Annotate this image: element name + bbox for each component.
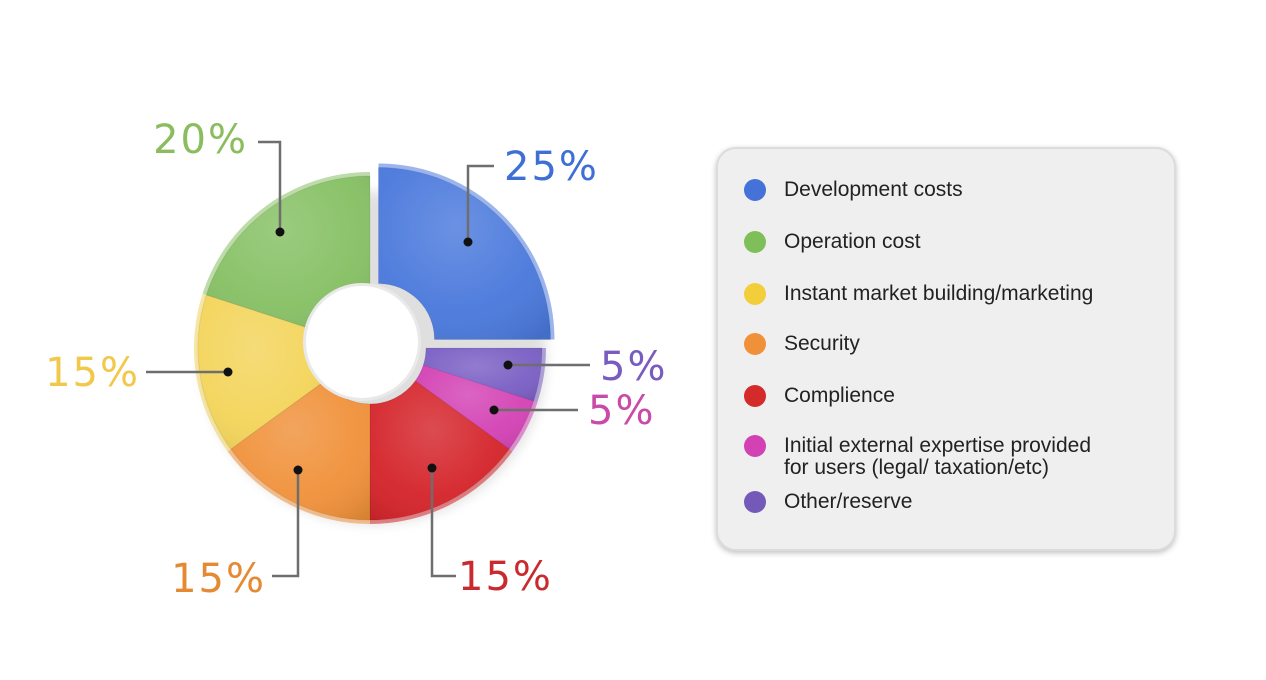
legend-label: Development costs [784,178,963,201]
legend-dot [744,385,766,407]
legend-item: Development costs [744,179,1154,201]
leader-dot [223,367,233,377]
slice-value-label: 15% [458,554,553,600]
leader-dot [503,360,513,370]
donut-slice-group [202,172,371,332]
donut-slice-group [422,347,546,403]
donut-slice-group [369,380,513,524]
legend-dot [744,179,766,201]
legend-label: Complience [784,384,895,407]
legend-label: Other/reserve [784,490,913,513]
donut-hole [306,286,418,398]
donut-slice-group [194,293,326,452]
legend-dot [744,435,766,457]
donut-slice-shine [423,348,542,402]
leader-dot [293,465,303,475]
leader-line [430,468,456,578]
donut-slice-shine [197,294,325,450]
legend-item: Security [744,333,1154,355]
slice-value-label: 5% [588,388,655,434]
legend-item: Complience [744,385,1154,407]
slice-value-label: 5% [600,344,667,390]
legend-label: Security [784,332,860,355]
donut-chart: 25% 5% 5% 15% 15% 15% 20% [45,117,667,602]
donut-chart-svg: 25% 5%5% 15% 15% 15% 20% [45,117,667,602]
slice-value-label: 25% [504,144,599,190]
legend-label: Instant market building/marketing [784,282,1094,305]
legend-item: Other/reserve [744,491,1154,513]
donut-slice-group [227,380,371,524]
donut-slice-group [377,163,555,341]
leader-dot [275,227,285,237]
legend-label: Initial external expertise provided for … [784,434,1092,479]
donut-slice-shine [206,176,370,331]
donut-slice-shine [415,365,534,450]
leader-line [258,140,282,232]
legend-label: Operation cost [784,230,921,253]
donut-slice-shine [230,380,370,521]
legend-item: Operation cost [744,231,1154,253]
donut-slice-shine [370,380,510,520]
slice-value-label: 20% [153,117,248,163]
slice-value-label: 15% [45,350,140,396]
legend-dot [744,283,766,305]
leader-dot [427,463,437,473]
leader-line [466,164,494,242]
donut-slice-shine [378,167,551,340]
donut-slice-group [414,364,538,452]
legend-dot [744,231,766,253]
legend-item: Instant market building/marketing [744,283,1154,305]
legend-dot [744,333,766,355]
legend-dot [744,491,766,513]
leader-dot [463,237,473,247]
leader-line [272,470,300,578]
slice-value-label: 15% [171,556,266,602]
legend-item: Initial external expertise provided for … [744,435,1154,479]
leader-dot [489,405,499,415]
legend-panel: Development costs Operation cost Instant… [716,147,1176,551]
